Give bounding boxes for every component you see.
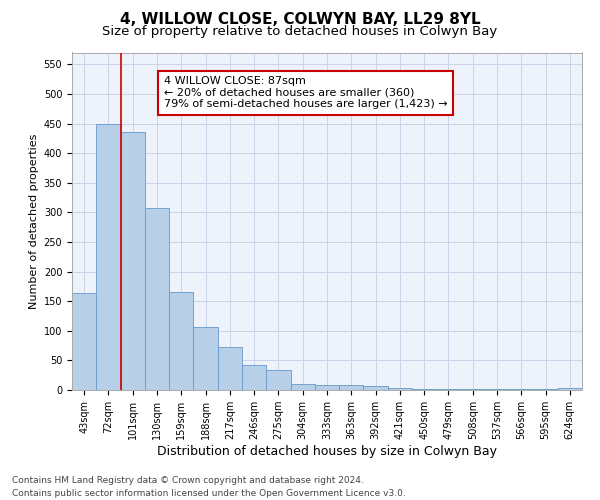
Bar bbox=[242, 364, 266, 390]
Bar bbox=[72, 294, 96, 390]
Bar bbox=[145, 208, 169, 390]
Bar bbox=[96, 124, 121, 390]
Bar bbox=[412, 389, 436, 390]
Text: 4, WILLOW CLOSE, COLWYN BAY, LL29 8YL: 4, WILLOW CLOSE, COLWYN BAY, LL29 8YL bbox=[119, 12, 481, 28]
Bar bbox=[558, 388, 582, 390]
Bar bbox=[364, 386, 388, 390]
Bar bbox=[121, 132, 145, 390]
Text: Size of property relative to detached houses in Colwyn Bay: Size of property relative to detached ho… bbox=[103, 25, 497, 38]
Text: 4 WILLOW CLOSE: 87sqm
← 20% of detached houses are smaller (360)
79% of semi-det: 4 WILLOW CLOSE: 87sqm ← 20% of detached … bbox=[164, 76, 448, 110]
Bar bbox=[169, 292, 193, 390]
Bar bbox=[436, 389, 461, 390]
Bar bbox=[315, 384, 339, 390]
Text: Contains HM Land Registry data © Crown copyright and database right 2024.
Contai: Contains HM Land Registry data © Crown c… bbox=[12, 476, 406, 498]
Bar bbox=[339, 386, 364, 390]
Bar bbox=[266, 370, 290, 390]
Bar bbox=[388, 388, 412, 390]
X-axis label: Distribution of detached houses by size in Colwyn Bay: Distribution of detached houses by size … bbox=[157, 445, 497, 458]
Bar bbox=[290, 384, 315, 390]
Bar bbox=[218, 348, 242, 390]
Bar bbox=[193, 327, 218, 390]
Y-axis label: Number of detached properties: Number of detached properties bbox=[29, 134, 40, 309]
